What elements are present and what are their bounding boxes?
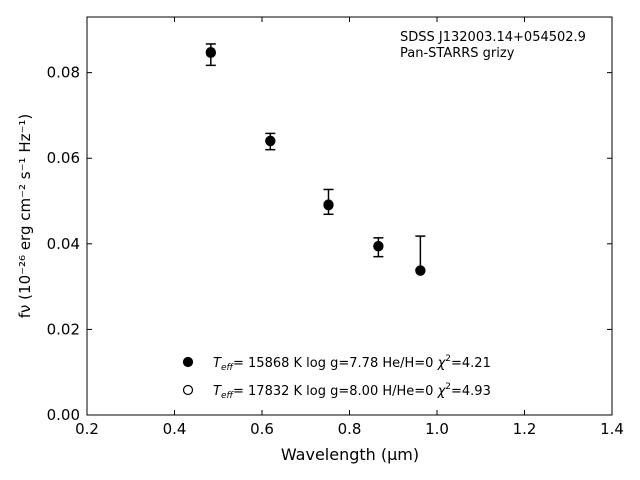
model-point-filled [323,199,334,210]
legend-marker-filled [182,356,194,368]
y-tick-label: 0.02 [47,320,80,338]
y-tick-label: 0.06 [47,149,80,167]
x-tick-label: 0.4 [163,420,187,438]
legend-teff-label: T [213,356,222,371]
model-point-filled [265,135,276,146]
legend-teff-sub: eff [221,363,235,373]
x-tick-label: 0.8 [338,420,362,438]
legend-chi-sup: 2 [445,354,451,364]
y-axis-label: fν (10⁻²⁶ erg cm⁻² s⁻¹ Hz⁻¹) [16,114,34,319]
x-tick-label: 0.2 [75,420,99,438]
x-tick-label: 0.6 [250,420,274,438]
legend-chi-label: χ [437,356,447,371]
legend-teff-sub: eff [221,391,235,401]
legend-chi-value: =4.93 [451,384,491,399]
legend-text: = 15868 K log g=7.78 He/H=0 [233,356,438,371]
x-tick-label: 1.0 [425,420,449,438]
legend-chi-sup: 2 [445,382,451,392]
model-point-filled [205,46,216,58]
annotation-object-name: SDSS J132003.14+054502.9 [400,30,586,45]
x-tick-label: 1.4 [600,420,624,438]
error-bars [205,43,426,272]
y-tick-label: 0.00 [47,406,80,424]
x-tick-labels: 0.2 0.4 0.6 0.8 1.0 1.2 1.4 [75,420,624,438]
annotation-survey: Pan-STARRS grizy [400,46,515,61]
legend-text: = 17832 K log g=8.00 H/He=0 [233,384,438,399]
model-point-filled [415,265,426,276]
legend-entry-text: Teff= 17832 K log g=8.00 H/He=0 χ2=4.93 [213,382,491,401]
legend-entry-text: Teff= 15868 K log g=7.78 He/H=0 χ2=4.21 [213,354,491,373]
axis-ticks [86,17,613,416]
y-tick-labels: 0.00 0.02 0.04 0.06 0.08 [47,64,80,424]
legend: Teff= 15868 K log g=7.78 He/H=0 χ2=4.21T… [182,354,491,401]
data-points [205,46,426,276]
legend-teff-label: T [213,384,222,399]
y-tick-label: 0.08 [47,64,80,82]
x-tick-label: 1.2 [513,420,537,438]
legend-chi-label: χ [437,384,447,399]
legend-marker-open [182,384,194,396]
x-axis-label: Wavelength (μm) [281,445,419,464]
legend-chi-value: =4.21 [451,356,491,371]
y-tick-label: 0.04 [47,235,80,253]
model-point-filled [373,240,384,252]
